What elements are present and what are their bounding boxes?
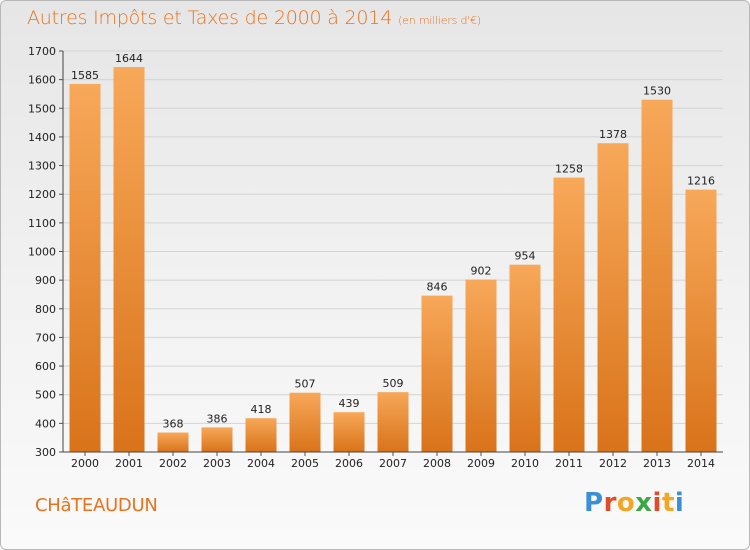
value-label-2005: 507 bbox=[295, 378, 316, 391]
y-tick-label: 1100 bbox=[28, 217, 56, 230]
bar-2011 bbox=[553, 177, 585, 452]
value-label-2003: 386 bbox=[207, 412, 228, 425]
y-tick-label: 1200 bbox=[28, 188, 56, 201]
bar-2001 bbox=[113, 67, 145, 452]
y-tick-label: 1300 bbox=[28, 160, 56, 173]
x-tick-label-2005: 2005 bbox=[291, 457, 319, 470]
bar-2010 bbox=[509, 264, 541, 452]
bar-2014 bbox=[685, 189, 717, 453]
value-label-2010: 954 bbox=[515, 250, 536, 263]
value-label-2012: 1378 bbox=[599, 128, 627, 141]
x-tick-label-2006: 2006 bbox=[335, 457, 363, 470]
bar-2007 bbox=[377, 392, 409, 452]
value-label-2000: 1585 bbox=[71, 69, 99, 82]
axes bbox=[59, 50, 723, 456]
bar-2002 bbox=[157, 432, 189, 452]
x-tick-label-2012: 2012 bbox=[599, 457, 627, 470]
logo-letter: P bbox=[584, 488, 604, 518]
x-tick-label-2011: 2011 bbox=[555, 457, 583, 470]
bar-2005 bbox=[289, 392, 321, 452]
y-tick-label: 300 bbox=[35, 446, 56, 459]
x-tick-label-2004: 2004 bbox=[247, 457, 275, 470]
value-label-2011: 1258 bbox=[555, 163, 583, 176]
x-tick-label-2013: 2013 bbox=[643, 457, 671, 470]
bar-2003 bbox=[201, 427, 233, 452]
logo-letter: i bbox=[652, 488, 662, 518]
x-tick-label-2014: 2014 bbox=[687, 457, 715, 470]
labels: 300 400 500 600 700 800 900 1000 1100 1200 1300 140… bbox=[28, 45, 715, 470]
chart-title-unit: (en milliers d'€) bbox=[398, 14, 481, 27]
logo-letter: t bbox=[661, 488, 675, 518]
x-tick-label-2002: 2002 bbox=[159, 457, 187, 470]
y-tick-label: 1600 bbox=[28, 74, 56, 87]
y-tick-label: 600 bbox=[35, 360, 56, 373]
city-name: CHâTEAUDUN bbox=[35, 495, 158, 516]
bar-2012 bbox=[597, 143, 629, 453]
bar-2000 bbox=[69, 83, 101, 453]
y-tick-label: 1500 bbox=[28, 102, 56, 115]
bar-2008 bbox=[421, 295, 453, 452]
x-tick-label-2008: 2008 bbox=[423, 457, 451, 470]
y-tick-label: 800 bbox=[35, 303, 56, 316]
x-tick-label-2000: 2000 bbox=[71, 457, 99, 470]
value-label-2004: 418 bbox=[251, 403, 272, 416]
value-label-2002: 368 bbox=[163, 418, 184, 431]
x-tick-label-2007: 2007 bbox=[379, 457, 407, 470]
bar-2009 bbox=[465, 279, 497, 452]
x-tick-label-2010: 2010 bbox=[511, 457, 539, 470]
y-tick-label: 500 bbox=[35, 389, 56, 402]
y-tick-label: 1400 bbox=[28, 131, 56, 144]
x-tick-label-2001: 2001 bbox=[115, 457, 143, 470]
bar-2006 bbox=[333, 412, 365, 452]
chart-title: Autres Impôts et Taxes de 2000 à 2014 (en… bbox=[27, 7, 481, 29]
value-label-2006: 439 bbox=[339, 397, 360, 410]
value-label-2008: 846 bbox=[427, 281, 448, 294]
bar-2004 bbox=[245, 418, 277, 452]
value-label-2013: 1530 bbox=[643, 85, 671, 98]
proxiti-logo: Proxiti bbox=[584, 488, 684, 518]
logo-letter: i bbox=[674, 488, 685, 518]
x-tick-label-2003: 2003 bbox=[203, 457, 231, 470]
y-tick-label: 900 bbox=[35, 274, 56, 287]
value-label-2007: 509 bbox=[383, 377, 404, 390]
y-tick-label: 1700 bbox=[28, 45, 56, 58]
bars bbox=[69, 67, 717, 453]
bar-2013 bbox=[641, 99, 673, 452]
y-tick-label: 700 bbox=[35, 331, 56, 344]
chart-title-text: Autres Impôts et Taxes de 2000 à 2014 bbox=[27, 7, 393, 29]
value-label-2001: 1644 bbox=[115, 52, 143, 65]
value-label-2014: 1216 bbox=[687, 175, 715, 188]
logo-letter: x bbox=[635, 488, 653, 518]
logo-letter: o bbox=[616, 488, 636, 518]
y-tick-label: 1000 bbox=[28, 246, 56, 259]
y-tick-label: 400 bbox=[35, 417, 56, 430]
logo-letter: r bbox=[603, 488, 617, 518]
value-label-2009: 902 bbox=[471, 265, 492, 278]
x-tick-label-2009: 2009 bbox=[467, 457, 495, 470]
